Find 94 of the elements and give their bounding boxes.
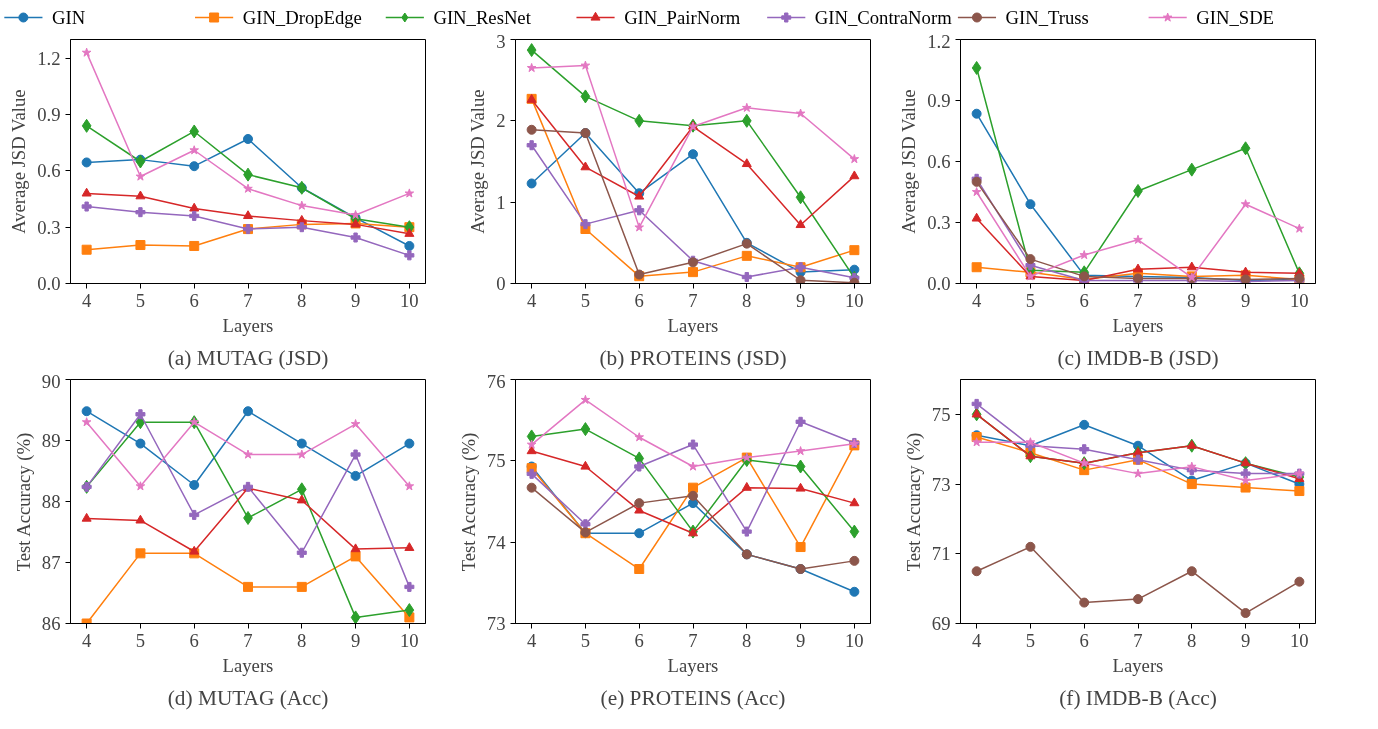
x-tick-label: 7 bbox=[688, 289, 698, 311]
x-tick-label: 9 bbox=[1240, 289, 1251, 311]
x-axis-title: Layers bbox=[1112, 314, 1164, 336]
y-tick-label: 0.0 bbox=[37, 273, 61, 294]
x-tick-label: 7 bbox=[243, 289, 253, 311]
legend-label: GIN_SDE bbox=[1196, 7, 1275, 28]
y-tick-label: 74 bbox=[486, 531, 507, 553]
y-tick-label: 1 bbox=[496, 191, 506, 213]
x-tick-label: 9 bbox=[1240, 629, 1251, 651]
y-tick-label: 86 bbox=[41, 613, 61, 634]
legend-label: GIN_Truss bbox=[1005, 7, 1089, 28]
y-tick-label: 0 bbox=[496, 273, 506, 294]
y-tick-label: 73 bbox=[486, 613, 506, 634]
y-axis-title: Test Accuracy (%) bbox=[457, 432, 480, 572]
y-tick-label: 1.2 bbox=[927, 30, 951, 52]
y-tick-label: 73 bbox=[931, 473, 951, 495]
x-axis-title: Layers bbox=[667, 314, 719, 336]
y-tick-label: 69 bbox=[931, 613, 951, 634]
y-axis-title: Average JSD Value bbox=[467, 89, 489, 234]
x-tick-label: 7 bbox=[1133, 629, 1143, 651]
legend-label: GIN_DropEdge bbox=[242, 7, 362, 28]
x-tick-label: 5 bbox=[135, 289, 146, 311]
x-tick-label: 5 bbox=[580, 289, 591, 311]
y-tick-label: 87 bbox=[41, 552, 61, 573]
y-axis-title: Test Accuracy (%) bbox=[12, 432, 35, 572]
y-tick-label: 0.6 bbox=[37, 160, 61, 182]
x-tick-label: 5 bbox=[135, 629, 146, 651]
x-tick-label: 8 bbox=[1187, 289, 1197, 311]
x-tick-label: 4 bbox=[971, 629, 982, 651]
y-tick-label: 88 bbox=[41, 491, 61, 512]
x-tick-label: 6 bbox=[634, 629, 644, 651]
y-tick-label: 76 bbox=[486, 370, 506, 392]
legend-label: GIN_PairNorm bbox=[624, 7, 741, 28]
x-tick-label: 4 bbox=[526, 629, 537, 651]
y-tick-label: 90 bbox=[41, 370, 61, 392]
x-tick-label: 8 bbox=[297, 629, 307, 651]
x-tick-label: 5 bbox=[580, 629, 591, 651]
x-tick-label: 6 bbox=[1079, 629, 1089, 651]
x-tick-label: 4 bbox=[971, 289, 982, 311]
x-tick-label: 10 bbox=[845, 289, 864, 311]
x-tick-label: 10 bbox=[400, 629, 419, 651]
y-tick-label: 0.9 bbox=[37, 104, 61, 126]
x-axis-title: Layers bbox=[222, 654, 274, 676]
x-tick-label: 8 bbox=[742, 289, 752, 311]
text: (d) MUTAG (Acc) bbox=[167, 685, 329, 710]
legend-label: GIN_ContraNorm bbox=[814, 7, 953, 28]
legend-label: GIN bbox=[51, 7, 86, 28]
x-tick-label: 4 bbox=[81, 289, 92, 311]
text: (e) PROTEINS (Acc) bbox=[600, 685, 786, 710]
text: (b) PROTEINS (JSD) bbox=[599, 345, 787, 370]
x-tick-label: 9 bbox=[795, 629, 806, 651]
x-tick-label: 6 bbox=[1079, 289, 1089, 311]
x-tick-label: 6 bbox=[189, 289, 199, 311]
y-tick-label: 3 bbox=[496, 30, 506, 52]
x-tick-label: 8 bbox=[742, 629, 752, 651]
x-tick-label: 8 bbox=[1187, 629, 1197, 651]
y-tick-label: 75 bbox=[486, 450, 506, 472]
x-tick-label: 9 bbox=[795, 289, 806, 311]
y-tick-label: 1.2 bbox=[37, 47, 61, 69]
y-axis-title: Test Accuracy (%) bbox=[902, 432, 925, 572]
x-tick-label: 9 bbox=[350, 629, 361, 651]
x-tick-label: 7 bbox=[688, 629, 698, 651]
y-tick-label: 0.3 bbox=[37, 216, 61, 238]
x-axis-title: Layers bbox=[222, 314, 274, 336]
y-tick-label: 89 bbox=[41, 430, 61, 451]
y-tick-label: 0.0 bbox=[927, 273, 951, 294]
y-tick-label: 75 bbox=[931, 403, 951, 425]
x-tick-label: 10 bbox=[845, 629, 864, 651]
y-tick-label: 71 bbox=[931, 543, 951, 565]
y-axis-title: Average JSD Value bbox=[8, 89, 30, 234]
x-tick-label: 7 bbox=[1133, 289, 1143, 311]
y-tick-label: 0.3 bbox=[927, 212, 951, 233]
x-tick-label: 10 bbox=[1290, 629, 1309, 651]
y-axis-title: Average JSD Value bbox=[898, 89, 920, 234]
x-axis-title: Layers bbox=[667, 654, 719, 676]
legend-label: GIN_ResNet bbox=[433, 7, 532, 28]
x-tick-label: 7 bbox=[243, 629, 253, 651]
x-tick-label: 10 bbox=[400, 289, 419, 311]
x-axis-title: Layers bbox=[1112, 654, 1164, 676]
text: (a) MUTAG (JSD) bbox=[167, 345, 329, 370]
y-tick-label: 2 bbox=[496, 110, 506, 132]
y-tick-label: 0.9 bbox=[927, 90, 951, 111]
y-tick-label: 0.6 bbox=[927, 151, 951, 172]
x-tick-label: 5 bbox=[1025, 289, 1036, 311]
x-tick-label: 4 bbox=[526, 289, 537, 311]
x-tick-label: 5 bbox=[1025, 629, 1036, 651]
x-tick-label: 8 bbox=[297, 289, 307, 311]
text: (f) IMDB-B (Acc) bbox=[1059, 685, 1217, 710]
x-tick-label: 9 bbox=[350, 289, 361, 311]
x-tick-label: 6 bbox=[634, 289, 644, 311]
text: (c) IMDB-B (JSD) bbox=[1057, 345, 1219, 370]
x-tick-label: 10 bbox=[1290, 289, 1309, 311]
x-tick-label: 6 bbox=[189, 629, 199, 651]
x-tick-label: 4 bbox=[81, 629, 92, 651]
